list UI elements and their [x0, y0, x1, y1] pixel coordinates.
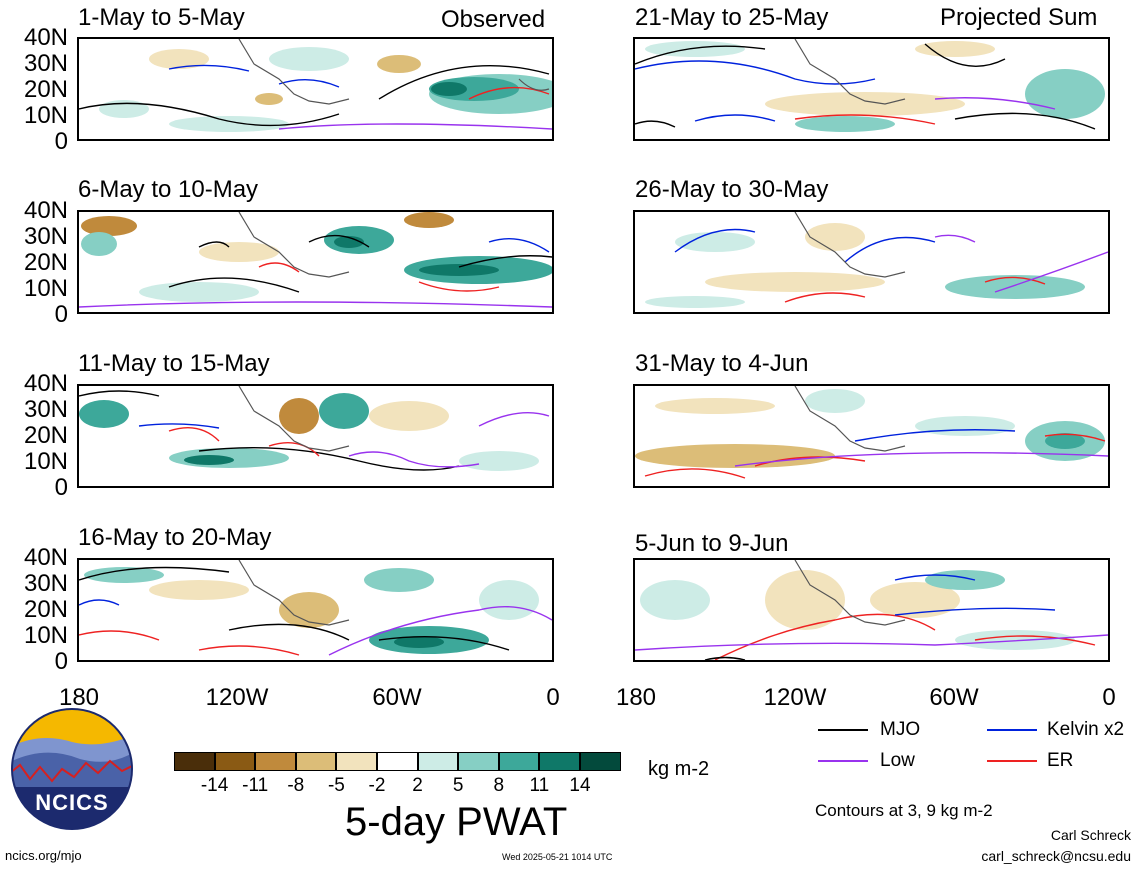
- legend-swatch-low: [818, 760, 868, 762]
- y-tick-label: 30N: [23, 396, 68, 423]
- y-tick-label: 30N: [23, 223, 68, 250]
- legend-label-er: ER: [1047, 750, 1074, 771]
- contours-note: Contours at 3, 9 kg m-2: [815, 801, 993, 820]
- y-tick-label: 0: [54, 301, 68, 328]
- colorbar-tick-label: -2: [368, 775, 386, 796]
- map-plot-5: [635, 39, 1105, 132]
- legend-swatch-mjo: [818, 729, 868, 731]
- panel-label-projected: Projected Sum: [940, 4, 1098, 31]
- y-tick-label: 10N: [23, 448, 68, 475]
- y-tick-label: 20N: [23, 249, 68, 276]
- map-panel-6: [633, 210, 1110, 314]
- legend-label-mjo: MJO: [880, 719, 921, 740]
- panel-title-1: 1-May to 5-May: [78, 4, 245, 31]
- panel-title-7: 31-May to 4-Jun: [635, 350, 809, 377]
- map-plot-2: [79, 212, 552, 308]
- x-tick-label: 60W: [929, 684, 979, 711]
- colorbar-swatch: [498, 752, 540, 771]
- colorbar-tick-label: 2: [412, 775, 423, 796]
- y-tick-label: 30N: [23, 50, 68, 77]
- map-plot-7: [635, 386, 1108, 479]
- map-panel-5: [633, 37, 1110, 141]
- x-tick-label: 0: [1102, 684, 1116, 711]
- colorbar-tick-label: 5: [452, 775, 464, 796]
- colorbar-swatch: [295, 752, 337, 771]
- footer-url[interactable]: ncics.org/mjo: [5, 848, 82, 863]
- colorbar-swatch: [539, 752, 580, 771]
- map-plot-6: [645, 212, 1108, 308]
- x-tick-label: 120W: [763, 684, 827, 711]
- panel-title-3: 11-May to 15-May: [78, 350, 270, 377]
- map-plot-1: [79, 39, 552, 132]
- colorbar-swatch: [174, 752, 215, 771]
- chart-title: 5-day PWAT: [345, 800, 568, 844]
- y-tick-label: 40N: [23, 24, 68, 51]
- legend-label-low: Low: [880, 750, 915, 771]
- map-panel-1: [77, 37, 554, 141]
- map-plot-3: [79, 386, 550, 471]
- panel-label-observed: Observed: [441, 6, 546, 33]
- colorbar-swatch: [580, 752, 621, 771]
- x-tick-label: 0: [546, 684, 560, 711]
- map-panel-3: [77, 384, 554, 488]
- y-tick-label: 0: [54, 648, 68, 675]
- colorbar-units: kg m-2: [648, 758, 710, 780]
- colorbar-tick-label: -5: [327, 775, 345, 796]
- map-plot-4: [79, 560, 552, 656]
- y-tick-label: 40N: [23, 197, 68, 224]
- x-tick-label: 120W: [205, 684, 269, 711]
- legend-swatch-kelvin: [987, 729, 1037, 731]
- colorbar-tick-label: 11: [529, 775, 550, 796]
- y-tick-label: 0: [54, 474, 68, 501]
- y-tick-label: 10N: [23, 622, 68, 649]
- map-panel-7: [633, 384, 1110, 488]
- y-tick-label: 20N: [23, 76, 68, 103]
- y-tick-label: 10N: [23, 275, 68, 302]
- panel-title-5: 21-May to 25-May: [635, 4, 829, 31]
- panel-title-6: 26-May to 30-May: [635, 176, 829, 203]
- logo-emblem: [11, 708, 133, 830]
- colorbar-tick-label: -11: [242, 775, 269, 796]
- x-tick-label: 60W: [372, 684, 422, 711]
- x-tick-label: 180: [58, 684, 100, 711]
- logo-text: NCICS: [35, 790, 109, 815]
- footer-author: Carl Schreck: [1050, 827, 1131, 843]
- y-tick-label: 30N: [23, 570, 68, 597]
- y-tick-label: 40N: [23, 544, 68, 571]
- panel-title-2: 6-May to 10-May: [78, 176, 259, 203]
- legend-label-kelvin: Kelvin x2: [1047, 719, 1125, 740]
- panel-title-8: 5-Jun to 9-Jun: [635, 530, 789, 557]
- map-panel-4: [77, 558, 554, 662]
- footer-email[interactable]: carl_schreck@ncsu.edu: [981, 848, 1131, 864]
- legend-swatch-er: [987, 760, 1037, 762]
- colorbar-swatch: [255, 752, 296, 771]
- y-tick-label: 0: [54, 128, 68, 155]
- y-tick-label: 20N: [23, 596, 68, 623]
- colorbar-tick-label: -8: [287, 775, 305, 796]
- x-tick-label: 180: [615, 684, 657, 711]
- footer-timestamp: Wed 2025-05-21 1014 UTC: [502, 852, 613, 862]
- panel-title-4: 16-May to 20-May: [78, 524, 272, 551]
- ncics-logo: NCICS: [10, 707, 134, 831]
- map-panel-8: [633, 558, 1110, 662]
- colorbar-swatch: [214, 752, 256, 771]
- y-tick-label: 40N: [23, 370, 68, 397]
- map-plot-8: [635, 560, 1108, 660]
- colorbar-tick-label: 8: [493, 775, 505, 796]
- colorbar-tick-label: -14: [200, 775, 229, 796]
- colorbar-swatch: [417, 752, 459, 771]
- map-panel-2: [77, 210, 554, 314]
- colorbar-tick-label: 14: [569, 775, 591, 796]
- y-tick-label: 10N: [23, 102, 68, 129]
- y-tick-label: 20N: [23, 422, 68, 449]
- colorbar-swatch: [377, 752, 418, 771]
- colorbar-swatch: [458, 752, 499, 771]
- colorbar-swatch: [336, 752, 377, 771]
